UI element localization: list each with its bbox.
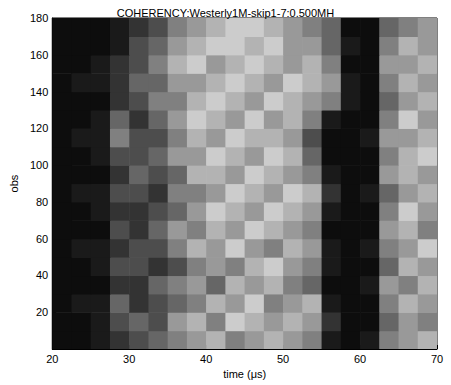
svg-text:60: 60 [36,233,48,245]
svg-text:80: 80 [36,196,48,208]
svg-text:100: 100 [30,159,48,171]
svg-text:20: 20 [46,353,58,365]
svg-text:180: 180 [30,12,48,24]
svg-text:140: 140 [30,86,48,98]
svg-text:40: 40 [200,353,212,365]
svg-text:40: 40 [36,269,48,281]
svg-text:COHERENCY:Westerly1M-skip1-7:0: COHERENCY:Westerly1M-skip1-7:0.500MH [117,7,334,19]
svg-text:time (μs): time (μs) [223,368,266,380]
svg-text:30: 30 [123,353,135,365]
svg-text:50: 50 [277,353,289,365]
svg-text:obs: obs [8,174,20,192]
svg-text:60: 60 [354,353,366,365]
svg-text:160: 160 [30,49,48,61]
svg-text:20: 20 [36,306,48,318]
svg-text:70: 70 [431,353,443,365]
svg-text:120: 120 [30,122,48,134]
